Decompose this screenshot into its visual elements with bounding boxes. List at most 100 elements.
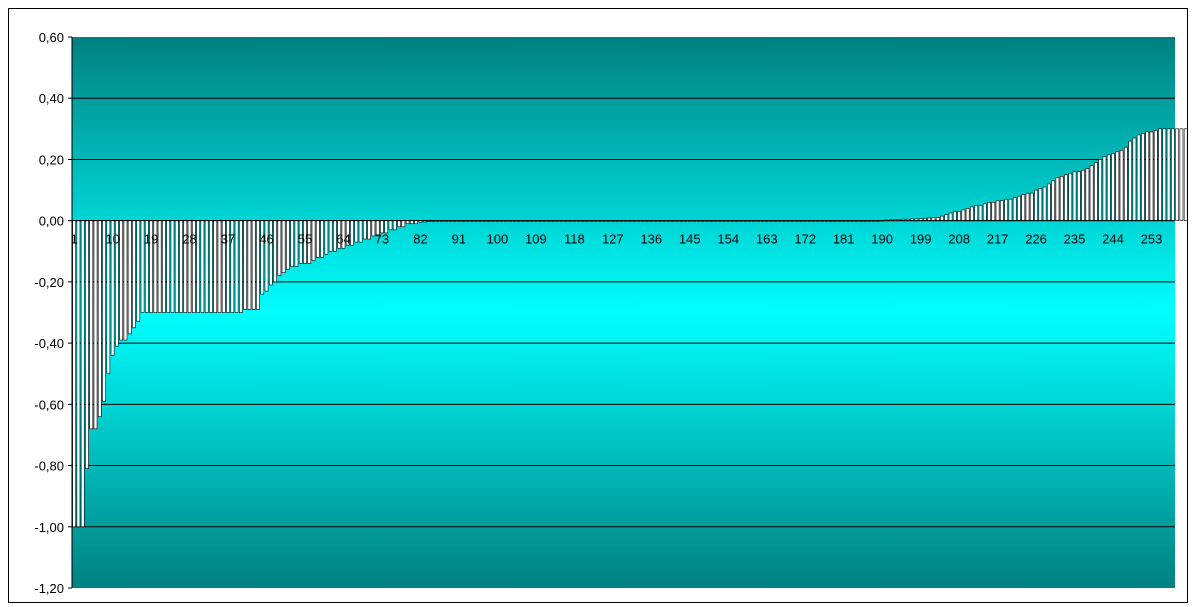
- bar: [1102, 156, 1107, 221]
- bar: [290, 220, 295, 267]
- bar: [72, 220, 76, 528]
- x-tick-label: 73: [375, 232, 389, 247]
- bar: [1094, 162, 1098, 221]
- bar: [1085, 168, 1090, 221]
- bar: [1132, 137, 1137, 221]
- bar: [987, 202, 991, 221]
- y-tick-label: -0,60: [34, 397, 64, 412]
- bar: [1004, 198, 1008, 221]
- bar: [1012, 197, 1017, 221]
- y-tick-label: -1,00: [34, 520, 64, 535]
- x-tick-label: 28: [182, 232, 196, 247]
- x-tick-label: 154: [717, 232, 739, 247]
- bar: [234, 220, 239, 313]
- bar: [127, 220, 132, 335]
- bar: [97, 220, 102, 417]
- bar: [102, 220, 106, 402]
- bar: [974, 205, 979, 221]
- y-tick-label: 0,60: [39, 30, 64, 45]
- bar: [948, 212, 953, 221]
- bar: [350, 220, 354, 246]
- x-tick-label: 136: [640, 232, 662, 247]
- bar: [1072, 171, 1077, 221]
- x-tick-label: 235: [1064, 232, 1086, 247]
- bar: [328, 220, 333, 252]
- bar: [157, 220, 162, 313]
- bar: [123, 220, 128, 341]
- y-tick-label: -1,20: [34, 581, 64, 596]
- x-tick-label: 226: [1025, 232, 1047, 247]
- x-tick-label: 1: [71, 232, 78, 247]
- bar: [1034, 189, 1038, 221]
- x-tick-label: 91: [452, 232, 466, 247]
- y-tick-label: 0,40: [39, 91, 64, 106]
- bar: [166, 220, 171, 313]
- bar: [204, 220, 209, 313]
- bar: [1149, 131, 1154, 221]
- bar-series: [72, 128, 1187, 528]
- x-tick-label: 118: [564, 232, 585, 247]
- bar: [940, 215, 944, 221]
- bar: [251, 220, 256, 310]
- x-tick-label: 217: [987, 232, 1009, 247]
- bar: [209, 220, 213, 313]
- x-tick-label: 181: [833, 232, 855, 247]
- bar: [1055, 177, 1060, 221]
- bar: [320, 220, 324, 258]
- bar: [1115, 151, 1120, 221]
- bar: [1119, 149, 1124, 221]
- x-tick-label: 37: [221, 232, 235, 247]
- x-tick-label: 10: [105, 232, 119, 247]
- bar: [213, 220, 218, 313]
- bar: [1025, 192, 1030, 221]
- x-tick-label: 172: [794, 232, 816, 247]
- bar: [354, 220, 359, 243]
- bar: [200, 220, 205, 313]
- x-tick-label: 19: [144, 232, 158, 247]
- bar: [1171, 128, 1175, 221]
- bar: [397, 220, 401, 228]
- bar: [1106, 154, 1111, 221]
- bar: [315, 220, 320, 258]
- bar: [388, 220, 393, 231]
- x-tick-label: 109: [525, 232, 547, 247]
- bar: [1111, 153, 1115, 221]
- bar: [1166, 128, 1171, 221]
- bar: [995, 200, 1000, 221]
- x-tick-label: 82: [413, 232, 427, 247]
- bar: [1175, 128, 1179, 221]
- bar: [401, 220, 406, 228]
- bar: [1098, 159, 1103, 221]
- x-tick-label: 163: [756, 232, 778, 247]
- bar: [982, 203, 987, 221]
- bar: [1047, 183, 1051, 221]
- y-tick-label: 0,20: [39, 152, 64, 167]
- bar: [358, 220, 363, 243]
- bar: [196, 220, 200, 313]
- bar: [1064, 174, 1068, 221]
- bar: [136, 220, 141, 322]
- bar: [89, 220, 94, 430]
- bar: [1008, 198, 1013, 221]
- bar: [1183, 128, 1187, 221]
- bar: [1068, 172, 1073, 221]
- bar: [311, 220, 316, 261]
- y-tick-label: -0,40: [34, 336, 64, 351]
- x-tick-label: 127: [602, 232, 624, 247]
- bar: [1179, 128, 1184, 221]
- bar: [93, 220, 98, 430]
- bar: [363, 220, 367, 240]
- bar: [1136, 134, 1141, 221]
- bar: [944, 214, 949, 221]
- bar: [1059, 175, 1064, 221]
- x-axis: 1 10 19 28 37 46 55 64 73 82 91 100 109 118 127 136 145 1…: [71, 220, 1175, 247]
- bar: [952, 211, 957, 221]
- chart-frame: 0,60 0,40 0,20 0,00 -0,20 -0,40 -0,60 -0,80 -1,0…: [8, 8, 1188, 603]
- bar: [119, 220, 124, 341]
- bar: [85, 220, 89, 469]
- bar: [170, 220, 175, 313]
- bar: [1089, 165, 1094, 221]
- bar: [281, 220, 286, 274]
- bar: [957, 211, 961, 221]
- bar: [273, 220, 277, 283]
